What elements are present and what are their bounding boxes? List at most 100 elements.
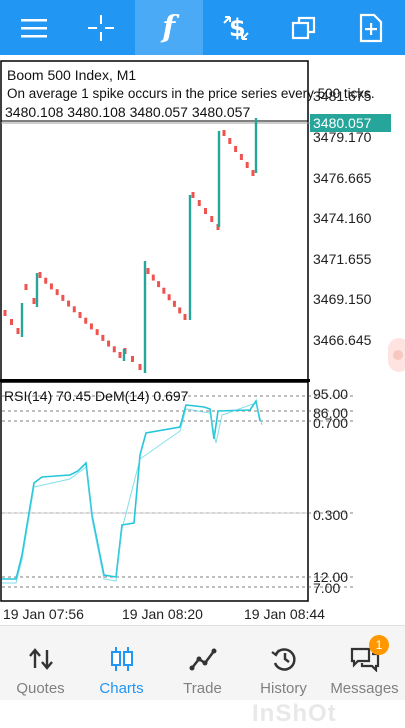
trade-dollar-icon: $ xyxy=(221,14,251,42)
bear-candle xyxy=(44,278,47,284)
bear-candle xyxy=(67,301,70,307)
price-label: 3479.170 xyxy=(313,129,371,145)
bull-spike-candle xyxy=(189,195,191,320)
chart-scroll-handle[interactable] xyxy=(388,338,405,372)
bear-candle xyxy=(240,154,243,160)
menu-icon xyxy=(21,18,47,38)
indicator-lines xyxy=(2,401,262,583)
nav-label: History xyxy=(260,680,307,697)
bear-candle xyxy=(4,310,7,316)
price-label: 3481.675 xyxy=(313,88,371,104)
bear-candle xyxy=(107,341,110,347)
crosshair-button[interactable] xyxy=(68,0,136,55)
level-label: 0.700 xyxy=(313,415,348,431)
windows-button[interactable] xyxy=(270,0,338,55)
price-label: 3474.160 xyxy=(313,210,371,226)
bear-candle xyxy=(173,301,176,307)
bear-candle xyxy=(131,356,134,362)
indicator-pane-frame xyxy=(1,382,308,601)
price-label: 3476.665 xyxy=(313,170,371,186)
bottom-navigation: Quotes Charts Trade xyxy=(0,625,405,701)
bear-candle xyxy=(228,138,231,144)
bull-spike-candle xyxy=(218,131,220,227)
indicators-button[interactable]: f xyxy=(135,0,203,55)
nav-trade[interactable]: Trade xyxy=(162,626,243,701)
bear-candle xyxy=(147,268,150,274)
bear-candle xyxy=(73,306,76,312)
bear-candle xyxy=(252,170,255,176)
bear-candle xyxy=(223,130,226,136)
bear-candle xyxy=(184,314,187,320)
windows-icon xyxy=(291,15,317,41)
bear-candle xyxy=(246,162,249,168)
watermark: InShOt xyxy=(252,700,337,728)
bear-candle xyxy=(84,318,87,324)
bear-candle xyxy=(192,192,195,198)
nav-label: Trade xyxy=(183,680,222,697)
bear-candle xyxy=(210,216,213,222)
level-label: 0.300 xyxy=(313,507,348,523)
bear-candle xyxy=(79,312,82,318)
chart-area[interactable]: Boom 500 Index, M1 On average 1 spike oc… xyxy=(0,55,405,625)
bear-candle xyxy=(96,329,99,335)
messages-badge: 1 xyxy=(369,635,389,655)
nav-label: Messages xyxy=(330,680,398,697)
history-clock-icon xyxy=(270,646,298,672)
bear-candle xyxy=(33,298,36,304)
ohlc-values: 3480.108 3480.108 3480.057 3480.057 xyxy=(5,104,250,120)
nav-quotes[interactable]: Quotes xyxy=(0,626,81,701)
bear-candle xyxy=(157,281,160,287)
time-label: 19 Jan 07:56 xyxy=(3,606,84,622)
price-label: 3469.150 xyxy=(313,291,371,307)
nav-label: Quotes xyxy=(16,680,64,697)
bear-candle xyxy=(90,323,93,329)
chart-title: Boom 500 Index, M1 xyxy=(7,67,136,83)
level-label: 7.00 xyxy=(313,580,340,596)
indicator-levels xyxy=(2,396,356,587)
bear-candle xyxy=(204,208,207,214)
bull-spike-candle xyxy=(255,118,257,173)
chart-toolbar: f $ xyxy=(0,0,405,55)
menu-button[interactable] xyxy=(0,0,68,55)
bear-candle xyxy=(113,346,116,352)
bear-candle xyxy=(39,272,42,278)
rsi-line xyxy=(2,401,260,579)
charts-candles-icon xyxy=(110,646,134,672)
bear-candle xyxy=(168,294,171,300)
nav-messages[interactable]: 1 Messages xyxy=(324,626,405,701)
nav-history[interactable]: History xyxy=(243,626,324,701)
bull-spike-candle xyxy=(36,273,38,307)
bear-candle xyxy=(56,289,59,295)
bull-spike-candle xyxy=(123,349,125,361)
bear-candle xyxy=(101,335,104,341)
dem-line xyxy=(2,403,262,583)
crosshair-icon xyxy=(87,14,115,42)
bear-candle xyxy=(17,328,20,334)
price-label: 3466.645 xyxy=(313,332,371,348)
time-label: 19 Jan 08:20 xyxy=(122,606,203,622)
bear-candle xyxy=(178,307,181,313)
bear-candle xyxy=(119,352,122,358)
new-order-icon xyxy=(358,13,384,43)
bear-candle xyxy=(10,319,13,325)
gesture-bar xyxy=(0,700,405,720)
bull-spike-candle xyxy=(21,303,23,337)
bull-spike-candle xyxy=(144,261,146,373)
nav-charts[interactable]: Charts xyxy=(81,626,162,701)
bear-candle xyxy=(61,295,64,301)
bear-candle xyxy=(162,288,165,294)
quotes-arrows-icon xyxy=(29,648,53,670)
bear-candle xyxy=(234,146,237,152)
new-order-button[interactable] xyxy=(338,0,405,55)
indicator-label: RSI(14) 70.45 DeM(14) 0.697 xyxy=(4,388,188,404)
bear-candle xyxy=(198,200,201,206)
bear-candle xyxy=(139,364,142,370)
candles xyxy=(4,118,258,373)
trade-button[interactable]: $ xyxy=(203,0,271,55)
indicators-icon: f xyxy=(162,10,175,45)
trade-line-icon xyxy=(189,647,217,671)
bear-candle xyxy=(152,275,155,281)
price-label: 3471.655 xyxy=(313,251,371,267)
level-label: 95.00 xyxy=(313,386,348,402)
bear-candle xyxy=(50,283,53,289)
